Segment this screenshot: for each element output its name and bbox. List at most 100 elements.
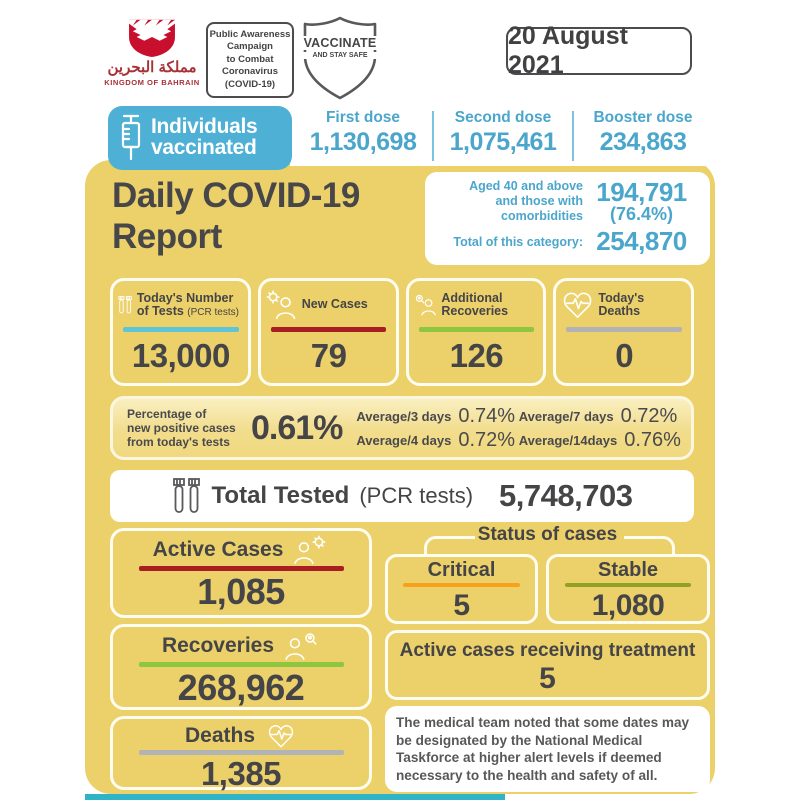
average-value: 0.72% <box>458 428 516 451</box>
shield-title: VACCINATE <box>296 36 384 50</box>
tests-card: Today's Number of Tests (PCR tests) 13,0… <box>110 278 251 386</box>
aged-row: Aged 40 and above and those with comorbi… <box>431 179 700 224</box>
dose-value: 234,863 <box>599 128 687 156</box>
dose-label: First dose <box>325 109 401 126</box>
stat-card-label: Additional Recoveries <box>441 290 509 318</box>
person-virus-icon <box>294 535 326 565</box>
treatment-value: 5 <box>539 662 556 695</box>
active-cases-card: Active Cases 1,085 <box>110 528 372 618</box>
test-tubes-dark-icon <box>172 478 200 513</box>
stat-card-bar <box>123 327 239 332</box>
campaign-line: to Combat <box>226 53 274 65</box>
recoveries-card: Recoveries 268,962 <box>110 624 372 710</box>
person-virus-icon <box>266 290 295 320</box>
active-cases-bar <box>138 566 344 571</box>
positivity-value: 0.61% <box>251 408 343 447</box>
stat-card-value: 79 <box>310 336 347 374</box>
heart-pulse-icon <box>268 725 294 748</box>
average-label: Average/4 days <box>356 432 452 448</box>
average-item: Average/3 days 0.74% <box>356 405 518 428</box>
average-item: Average/14days 0.76% <box>519 429 681 452</box>
average-value: 0.76% <box>624 428 681 451</box>
page-title: Daily COVID-19 Report <box>112 176 422 258</box>
active-cases-label: Active Cases <box>152 538 284 561</box>
positivity-label-line: Percentage of <box>127 406 207 421</box>
vaccinated-label: Individuals vaccinated <box>151 115 258 159</box>
positivity-label: Percentage of new positive cases from to… <box>127 407 247 449</box>
average-label: Average/7 days <box>518 408 614 424</box>
person-magnifier-icon <box>415 294 436 316</box>
kingdom-name-english: KINGDOM OF BAHRAIN <box>104 78 200 87</box>
campaign-line: Coronavirus <box>222 66 278 78</box>
shield-icon <box>303 16 377 100</box>
stat-card-label-text: Today's Number of Tests <box>136 290 234 318</box>
aged-total-value: 254,870 <box>596 226 687 256</box>
first-dose-column: First dose 1,130,698 <box>294 107 432 165</box>
person-magnifier-icon <box>285 633 317 661</box>
aged-label: Aged 40 and above and those with comorbi… <box>431 179 583 224</box>
stat-card-label: New Cases <box>301 297 368 312</box>
positivity-box: Percentage of new positive cases from to… <box>110 396 694 460</box>
date-badge: 20 August 2021 <box>506 22 692 79</box>
stat-card-value: 13,000 <box>131 336 230 374</box>
stable-card: Stable 1,080 <box>546 554 710 624</box>
campaign-line: Public Awareness <box>209 29 291 41</box>
deaths-value: 1,385 <box>200 754 282 792</box>
recoveries-label: Recoveries <box>161 634 275 657</box>
booster-dose-column: Booster dose 234,863 <box>574 107 712 165</box>
dose-value: 1,075,461 <box>449 128 557 156</box>
total-tested-label: Total Tested <box>211 482 350 509</box>
stat-card-sub: (PCR tests) <box>187 306 239 318</box>
stat-card-bar <box>566 327 682 332</box>
dose-row: First dose 1,130,698 Second dose 1,075,4… <box>294 107 712 165</box>
stat-card-label: Today's Deaths <box>598 290 645 318</box>
average-value: 0.72% <box>620 404 678 427</box>
critical-card: Critical 5 <box>385 554 538 624</box>
stable-label: Stable <box>597 559 659 581</box>
dose-divider <box>572 111 574 161</box>
stable-value: 1,080 <box>591 589 665 622</box>
recoveries-card-small: Additional Recoveries 126 <box>405 278 547 386</box>
total-tested-value: 5,748,703 <box>499 478 633 513</box>
recoveries-value: 268,962 <box>177 666 305 708</box>
average-label: Average/14days <box>518 432 618 448</box>
page-title-line2: Report <box>112 216 222 256</box>
vaccinated-label-line2: vaccinated <box>151 136 257 159</box>
critical-label: Critical <box>427 559 496 581</box>
aged-percent: (76.4%) <box>609 204 674 225</box>
active-cases-value: 1,085 <box>197 570 285 612</box>
aged-category-box: Aged 40 and above and those with comorbi… <box>425 172 710 265</box>
campaign-box: Public Awareness Campaign to Combat Coro… <box>206 22 294 98</box>
critical-value: 5 <box>453 589 470 622</box>
dose-divider <box>432 111 434 161</box>
deaths-card-small: Today's Deaths 0 <box>553 278 694 386</box>
average-value: 0.74% <box>458 404 516 427</box>
stat-card-value: 126 <box>449 336 504 374</box>
vaccinated-label-line1: Individuals <box>151 115 258 139</box>
shield-subtitle: AND STAY SAFE <box>300 52 380 59</box>
dose-value: 1,130,698 <box>309 128 417 156</box>
aged-label-line: Aged 40 and above <box>469 179 583 193</box>
critical-bar <box>402 583 521 587</box>
stat-card-label: Today's Number of Tests (PCR tests) <box>136 290 244 319</box>
status-decor-left <box>424 536 475 555</box>
vaccinate-shield <box>297 14 383 102</box>
positivity-label-line: from today's tests <box>127 435 230 450</box>
total-tested-sub: (PCR tests) <box>359 483 474 508</box>
aged-label-line: comorbidities <box>501 209 583 223</box>
stat-card-value: 0 <box>615 336 634 374</box>
header-background <box>290 100 715 166</box>
second-dose-column: Second dose 1,075,461 <box>434 107 572 165</box>
averages-grid: Average/3 days 0.74% Average/7 days 0.72… <box>356 405 681 452</box>
average-item: Average/7 days 0.72% <box>519 405 681 428</box>
campaign-line: (COVID-19) <box>224 78 276 90</box>
page-title-line1: Daily COVID-19 <box>112 176 360 215</box>
note-box: The medical team noted that some dates m… <box>385 706 710 792</box>
test-tubes-icon <box>118 296 132 314</box>
individuals-vaccinated-badge: Individuals vaccinated <box>108 106 292 170</box>
bahrain-emblem: مملكة البحرين KINGDOM OF BAHRAIN <box>100 14 204 87</box>
footer-bar <box>85 794 505 800</box>
aged-label-line: and those with <box>495 194 584 208</box>
status-decor-right <box>624 536 675 555</box>
